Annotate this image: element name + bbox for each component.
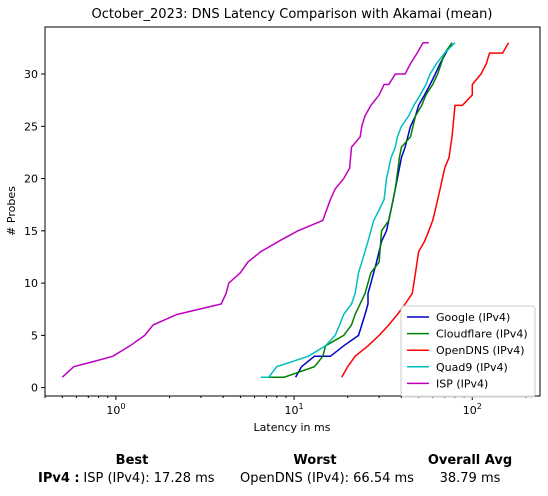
series-line-2 [341, 42, 510, 378]
overall-avg-value: 38.79 ms [439, 471, 501, 486]
x-tick-exponent: 1 [299, 402, 304, 411]
legend-box [400, 305, 536, 398]
legend: Google (IPv4) Cloudflare (IPv4) OpenDNS (I… [400, 305, 536, 398]
y-tick-label-6: 30 [24, 68, 38, 81]
legend-label-2: OpenDNS (IPv4) [436, 344, 525, 357]
plot-lines [61, 41, 510, 378]
x-tick-label-1: 101 [285, 402, 304, 417]
x-axis-label: Latency in ms [254, 421, 331, 434]
plot-frame [44, 26, 541, 397]
row-label-text: IPv4 [38, 471, 70, 486]
worst-header: Worst [293, 453, 337, 468]
y-tick-label-1: 5 [31, 329, 38, 342]
y-tick-label-5: 25 [24, 120, 38, 133]
chart-title: October_2023: DNS Latency Comparison wit… [92, 7, 493, 22]
x-tick-exponent: 2 [477, 402, 482, 411]
series-line-4 [61, 41, 429, 378]
worst-value: OpenDNS (IPv4): 66.54 ms [240, 471, 414, 486]
best-header: Best [115, 453, 149, 468]
legend-label-1: Cloudflare (IPv4) [436, 328, 528, 341]
x-tick-base: 10 [285, 404, 299, 417]
x-tick-label-2: 102 [463, 402, 482, 417]
chart: October_2023: DNS Latency Comparison wit… [5, 7, 541, 434]
y-tick-label-2: 10 [24, 277, 38, 290]
x-tick-exponent: 0 [120, 402, 125, 411]
y-tick-label-4: 20 [24, 173, 38, 186]
legend-label-4: ISP (IPv4) [436, 377, 488, 390]
legend-label-3: Quad9 (IPv4) [436, 361, 508, 374]
y-tick-label-3: 15 [24, 225, 38, 238]
best-value: ISP (IPv4): 17.28 ms [83, 471, 215, 486]
x-tick-label-0: 100 [106, 402, 125, 417]
legend-label-0: Google (IPv4) [436, 311, 510, 324]
series-line-3 [260, 42, 456, 378]
y-tick-label-0: 0 [31, 382, 38, 395]
x-tick-base: 10 [463, 404, 477, 417]
x-axis-ticks: 100 101 102 [44, 396, 527, 417]
y-axis-ticks: 0 5 10 15 20 25 30 [24, 68, 45, 395]
row-label-ipv4: IPv4 : [38, 471, 80, 486]
x-tick-base: 10 [106, 404, 120, 417]
overall-avg-header: Overall Avg [427, 453, 513, 468]
summary-table: Best Worst Overall Avg IPv4 : ISP (IPv4)… [0, 448, 548, 496]
y-axis-label: # Probes [5, 186, 18, 236]
